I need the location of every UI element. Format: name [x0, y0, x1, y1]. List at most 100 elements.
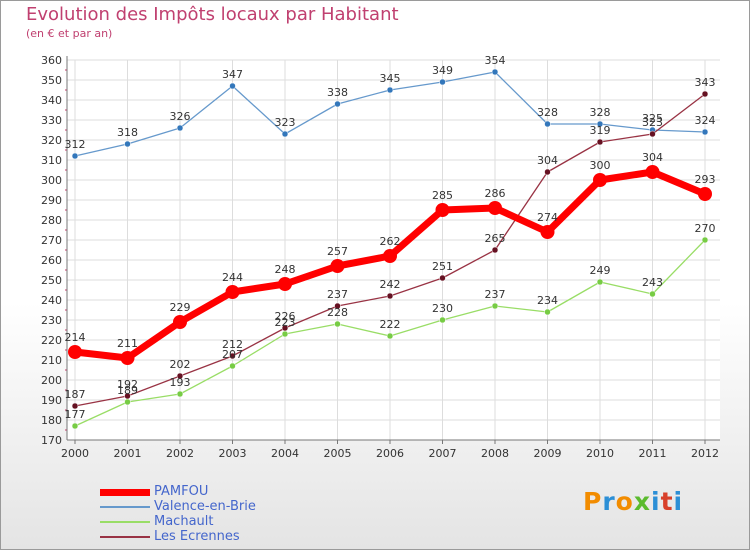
- logo-letter: i: [651, 487, 661, 516]
- data-point-machault: [596, 278, 604, 286]
- chart-subtitle: (en € et par an): [26, 27, 113, 40]
- data-label-pamfou: 300: [590, 159, 611, 172]
- data-point-les-ecrennes: [334, 302, 341, 310]
- data-label-les-ecrennes: 323: [642, 116, 663, 129]
- legend-swatch: [100, 488, 150, 496]
- data-label-les-ecrennes: 343: [695, 76, 716, 89]
- data-point-les-ecrennes: [701, 90, 709, 98]
- data-label-machault: 189: [117, 384, 138, 397]
- data-label-les-ecrennes: 265: [485, 232, 506, 245]
- data-point-machault: [649, 290, 656, 298]
- legend-label: Les Ecrennes: [154, 529, 240, 544]
- y-tick-label: 230: [41, 314, 62, 327]
- data-point-valence-en-brie: [334, 100, 341, 108]
- data-label-machault: 177: [65, 408, 86, 421]
- data-label-pamfou: 214: [65, 331, 86, 344]
- data-label-valence-en-brie: 349: [432, 64, 453, 77]
- data-point-les-ecrennes: [544, 168, 551, 176]
- y-tick-label: 280: [41, 214, 62, 227]
- x-tick-label: 2011: [639, 447, 667, 460]
- data-label-machault: 237: [485, 288, 506, 301]
- data-point-pamfou: [68, 345, 82, 359]
- data-point-pamfou: [540, 225, 555, 239]
- data-point-valence-en-brie: [596, 120, 604, 128]
- x-tick-label: 2010: [586, 447, 614, 460]
- data-label-valence-en-brie: 347: [222, 68, 243, 81]
- y-tick-label: 360: [41, 54, 62, 67]
- y-tick-label: 350: [41, 74, 62, 87]
- data-label-les-ecrennes: 304: [537, 154, 558, 167]
- data-label-valence-en-brie: 324: [695, 114, 716, 127]
- data-point-les-ecrennes: [281, 324, 289, 332]
- legend-swatch: [100, 536, 150, 538]
- y-tick-label: 270: [41, 234, 62, 247]
- data-label-machault: 249: [590, 264, 611, 277]
- y-tick-label: 340: [41, 94, 62, 107]
- data-label-valence-en-brie: 318: [117, 126, 138, 139]
- data-point-les-ecrennes: [596, 138, 604, 146]
- data-point-pamfou: [120, 351, 135, 365]
- data-label-pamfou: 229: [170, 301, 191, 314]
- data-label-les-ecrennes: 251: [432, 260, 453, 273]
- data-point-les-ecrennes: [229, 352, 236, 360]
- data-point-valence-en-brie: [124, 140, 131, 148]
- data-label-pamfou: 257: [327, 245, 348, 258]
- y-tick-label: 180: [41, 414, 62, 427]
- y-tick-label: 310: [41, 154, 62, 167]
- logo-letter: x: [633, 487, 651, 516]
- data-label-machault: 222: [380, 318, 401, 331]
- legend-label: Machault: [154, 514, 214, 529]
- data-point-valence-en-brie: [71, 152, 79, 160]
- y-tick-label: 290: [41, 194, 62, 207]
- data-label-les-ecrennes: 237: [327, 288, 348, 301]
- y-tick-label: 240: [41, 294, 62, 307]
- data-label-valence-en-brie: 323: [275, 116, 296, 129]
- y-tick-label: 220: [41, 334, 62, 347]
- y-tick-label: 210: [41, 354, 62, 367]
- legend-swatch: [100, 506, 150, 508]
- logo-letter: o: [615, 487, 634, 516]
- y-tick-label: 320: [41, 134, 62, 147]
- data-label-valence-en-brie: 328: [537, 106, 558, 119]
- logo-letter: P: [583, 487, 603, 516]
- data-label-valence-en-brie: 326: [170, 110, 191, 123]
- x-tick-label: 2002: [166, 447, 194, 460]
- data-label-pamfou: 304: [642, 151, 663, 164]
- data-label-valence-en-brie: 345: [380, 72, 401, 85]
- data-label-machault: 234: [537, 294, 558, 307]
- legend-label: Valence-en-Brie: [154, 499, 256, 514]
- data-label-pamfou: 293: [695, 173, 716, 186]
- data-point-pamfou: [645, 165, 660, 179]
- data-point-pamfou: [593, 173, 607, 187]
- data-label-machault: 207: [222, 348, 243, 361]
- x-tick-label: 2007: [429, 447, 457, 460]
- data-point-machault: [281, 330, 289, 338]
- y-tick-label: 300: [41, 174, 62, 187]
- data-point-pamfou: [383, 249, 397, 263]
- data-point-valence-en-brie: [491, 68, 499, 76]
- logo-letter: t: [660, 487, 674, 516]
- data-point-les-ecrennes: [176, 372, 184, 380]
- data-point-pamfou: [173, 315, 187, 329]
- data-point-valence-en-brie: [701, 128, 709, 136]
- data-point-pamfou: [488, 201, 502, 215]
- data-point-machault: [491, 302, 499, 310]
- data-point-valence-en-brie: [386, 86, 394, 94]
- data-label-valence-en-brie: 312: [65, 138, 86, 151]
- data-label-valence-en-brie: 354: [485, 54, 506, 67]
- data-point-machault: [71, 422, 79, 430]
- data-label-pamfou: 248: [275, 263, 296, 276]
- data-point-les-ecrennes: [124, 392, 131, 400]
- x-tick-label: 2008: [481, 447, 509, 460]
- y-tick-label: 330: [41, 114, 62, 127]
- y-tick-label: 190: [41, 394, 62, 407]
- data-point-valence-en-brie: [544, 120, 551, 128]
- data-point-machault: [439, 316, 446, 324]
- data-label-machault: 270: [695, 222, 716, 235]
- data-label-pamfou: 274: [537, 211, 558, 224]
- x-tick-label: 2005: [324, 447, 352, 460]
- y-tick-label: 170: [41, 434, 62, 447]
- data-point-pamfou: [225, 285, 240, 299]
- proxiti-logo: Proxiti: [583, 487, 683, 516]
- y-tick-label: 260: [41, 254, 62, 267]
